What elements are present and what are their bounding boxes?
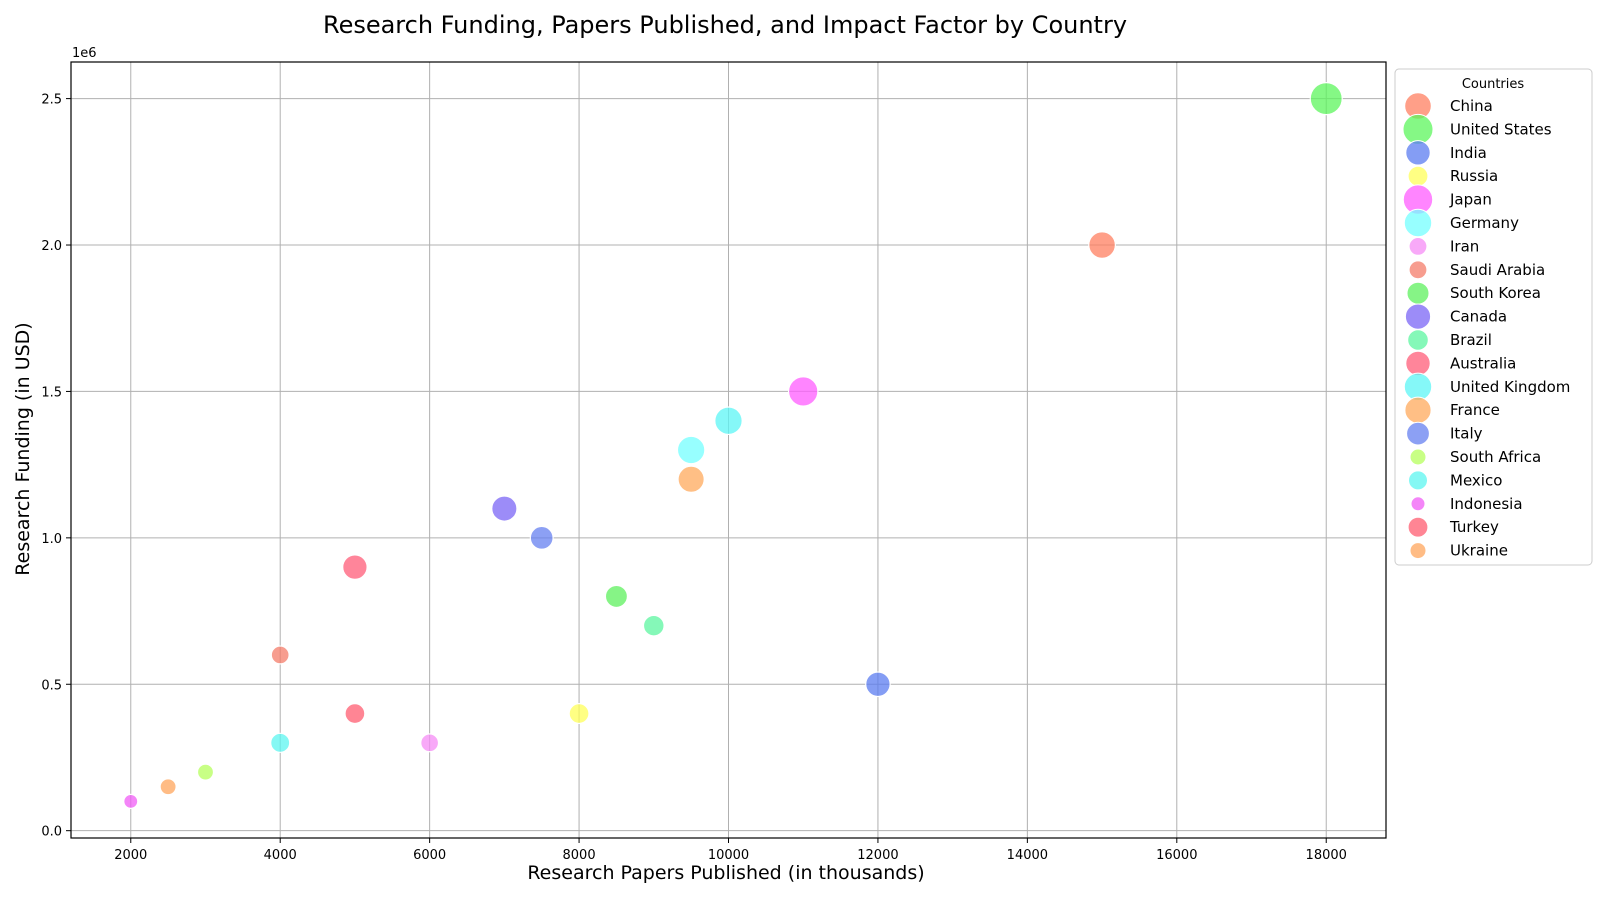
legend-label: South Africa xyxy=(1450,448,1541,466)
legend-marker xyxy=(1407,165,1429,187)
legend-marker xyxy=(1408,260,1428,280)
data-point xyxy=(491,495,518,522)
data-point xyxy=(1088,231,1116,259)
legend-marker xyxy=(1406,281,1430,305)
legend-marker xyxy=(1408,237,1428,256)
data-point xyxy=(787,376,819,407)
data-point xyxy=(270,732,291,753)
x-tick-label: 4000 xyxy=(264,848,297,863)
legend-label: United Kingdom xyxy=(1450,378,1570,396)
data-point xyxy=(676,435,706,465)
legend-label: United States xyxy=(1450,120,1552,138)
data-point xyxy=(1309,82,1343,116)
x-tick-label: 6000 xyxy=(413,848,446,863)
y-tick-label: 2.5 xyxy=(41,93,62,108)
data-point xyxy=(196,763,215,781)
legend-label: Italy xyxy=(1450,425,1483,443)
legend-marker xyxy=(1404,396,1432,424)
legend-marker xyxy=(1407,516,1429,538)
chart-title: Research Funding, Papers Published, and … xyxy=(323,11,1127,39)
data-point xyxy=(714,406,743,436)
data-point xyxy=(568,703,590,725)
legend-label: Canada xyxy=(1450,308,1507,326)
legend-label: Indonesia xyxy=(1450,495,1523,513)
data-point xyxy=(604,584,629,609)
legend-title: Countries xyxy=(1462,77,1525,92)
legend-label: Ukraine xyxy=(1450,542,1508,560)
legend-marker xyxy=(1403,208,1433,238)
data-point xyxy=(642,614,665,637)
legend-label: Russia xyxy=(1450,167,1498,185)
legend-label: France xyxy=(1450,401,1500,419)
x-axis-label: Research Papers Published (in thousands) xyxy=(527,862,924,884)
data-point xyxy=(677,465,705,493)
legend-label: Australia xyxy=(1450,354,1516,372)
y-tick-label: 0.5 xyxy=(41,678,62,693)
data-point xyxy=(270,645,290,665)
legend-label: China xyxy=(1450,97,1493,115)
data-point xyxy=(342,554,368,580)
legend-marker xyxy=(1409,448,1427,466)
x-tick-label: 10000 xyxy=(708,848,749,863)
legend-label: Mexico xyxy=(1450,471,1502,489)
legend-box xyxy=(1394,68,1593,566)
legend-label: Brazil xyxy=(1450,331,1492,349)
legend-label: Saudi Arabia xyxy=(1450,261,1545,279)
y-offset-label: 1e6 xyxy=(72,46,97,61)
legend-label: Iran xyxy=(1450,237,1479,255)
legend-label: Turkey xyxy=(1449,518,1499,536)
legend-marker xyxy=(1407,329,1429,351)
x-tick-label: 18000 xyxy=(1306,848,1347,863)
data-point xyxy=(529,525,554,550)
legend-marker xyxy=(1405,140,1431,166)
legend-marker xyxy=(1408,470,1428,491)
x-tick-label: 16000 xyxy=(1156,848,1197,863)
legend-marker xyxy=(1406,421,1430,446)
grid-lines xyxy=(71,62,1386,838)
data-point xyxy=(159,778,177,796)
legend-label: South Korea xyxy=(1450,284,1541,302)
x-tick-label: 2000 xyxy=(114,848,147,863)
legend-label: Germany xyxy=(1450,214,1519,232)
x-tick-label: 12000 xyxy=(857,848,898,863)
x-axis-ticks: 2000 4000 6000 8000 10000 12000 14000 16000 1800… xyxy=(114,838,1347,863)
legend-label: Japan xyxy=(1449,191,1492,209)
legend-marker xyxy=(1405,350,1431,377)
data-point xyxy=(420,733,440,753)
legend: Countries China United States India Russia J… xyxy=(1394,68,1593,566)
legend-items: China United States India Russia Japan German… xyxy=(1402,92,1570,560)
legend-marker xyxy=(1402,113,1434,145)
x-tick-label: 14000 xyxy=(1007,848,1048,863)
data-point xyxy=(123,793,139,809)
data-points xyxy=(123,82,1343,809)
data-point xyxy=(865,671,891,698)
legend-marker xyxy=(1403,372,1433,401)
legend-marker xyxy=(1404,303,1432,330)
data-point xyxy=(344,703,366,725)
y-tick-label: 0.0 xyxy=(41,825,62,840)
y-tick-label: 2.0 xyxy=(41,239,62,254)
y-tick-label: 1.5 xyxy=(41,385,62,400)
x-tick-label: 8000 xyxy=(563,848,596,863)
legend-marker xyxy=(1409,542,1427,560)
legend-marker xyxy=(1410,496,1426,512)
legend-label: India xyxy=(1450,144,1487,162)
y-axis-ticks: 0.0 0.5 1.0 1.5 2.0 2.5 xyxy=(41,93,71,840)
y-tick-label: 1.0 xyxy=(41,532,62,547)
y-axis-label: Research Funding (in USD) xyxy=(12,322,34,575)
